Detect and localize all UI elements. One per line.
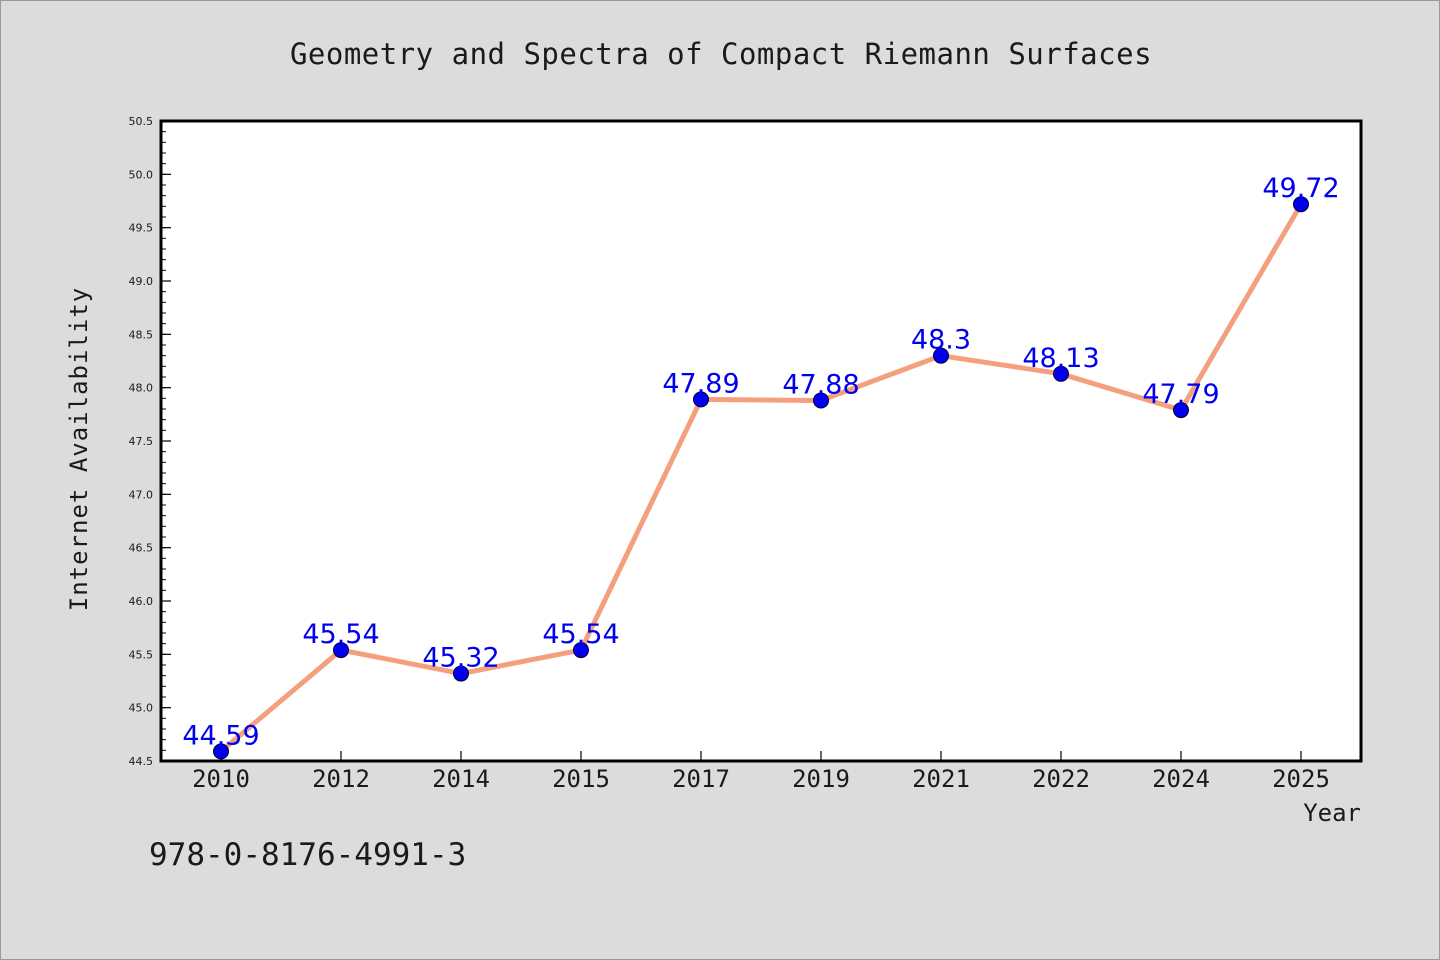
data-point [453, 665, 469, 682]
x-tick-label: 2014 [432, 765, 490, 793]
chart-title: Geometry and Spectra of Compact Riemann … [290, 37, 1152, 71]
data-label: 47.79 [1142, 379, 1219, 410]
data-labels: 44.59 45.54 45.32 45.54 47.89 47.88 48.3 48.13 4… [182, 173, 1339, 751]
x-tick-label: 2021 [912, 765, 970, 793]
y-tick-label: 44.5 [129, 755, 154, 768]
y-tick-label: 48.5 [129, 328, 154, 341]
x-tick-label: 2022 [1032, 765, 1090, 793]
x-tick-labels: 2010 2012 2014 2015 2017 2019 2021 2022 2024 2025 [192, 765, 1330, 793]
data-label: 45.54 [542, 619, 619, 650]
data-point [1053, 365, 1069, 382]
data-label: 45.32 [422, 643, 499, 674]
data-label: 47.88 [782, 369, 859, 400]
y-tick-label: 47.0 [129, 488, 154, 501]
x-tick-label: 2012 [312, 765, 370, 793]
plot-frame [159, 119, 1363, 763]
y-tick-label: 46.5 [129, 542, 154, 555]
y-tick-label: 45.5 [129, 648, 154, 661]
x-tick-label: 2017 [672, 765, 730, 793]
data-label: 45.54 [302, 619, 379, 650]
x-tick-label: 2025 [1272, 765, 1330, 793]
data-markers [213, 196, 1309, 760]
y-tick-label: 45.0 [129, 702, 154, 715]
data-point [573, 642, 589, 659]
data-label: 48.13 [1022, 343, 1099, 374]
isbn-text: 978-0-8176-4991-3 [149, 837, 466, 873]
x-axis-label: Year [1303, 799, 1361, 827]
y-tick-label: 47.5 [129, 435, 154, 448]
data-label: 48.3 [911, 325, 971, 356]
data-point [213, 743, 229, 760]
plot-area [161, 121, 1361, 761]
data-point [333, 642, 349, 659]
x-tick-label: 2010 [192, 765, 250, 793]
y-tick-labels: 44.5 45.0 45.5 46.0 46.5 47.0 47.5 48.0 48.5 49.0… [129, 115, 154, 768]
y-tick-label: 50.0 [129, 168, 154, 181]
x-tick-label: 2019 [792, 765, 850, 793]
y-axis-label: Internet Availability [65, 287, 93, 611]
y-tick-label: 48.0 [129, 382, 154, 395]
series-line [218, 201, 1304, 754]
y-tick-label: 50.5 [129, 115, 154, 128]
data-label: 47.89 [662, 368, 739, 399]
data-label: 44.59 [182, 720, 259, 751]
data-point [933, 347, 949, 364]
data-label: 49.72 [1262, 173, 1339, 204]
data-point [693, 391, 709, 408]
data-point [1173, 402, 1189, 419]
y-tick-label: 46.0 [129, 595, 154, 608]
y-tick-label: 49.5 [129, 222, 154, 235]
x-tick-label: 2024 [1152, 765, 1210, 793]
data-point [813, 392, 829, 409]
y-tick-label: 49.0 [129, 275, 154, 288]
data-point [1293, 196, 1309, 213]
x-tick-label: 2015 [552, 765, 610, 793]
